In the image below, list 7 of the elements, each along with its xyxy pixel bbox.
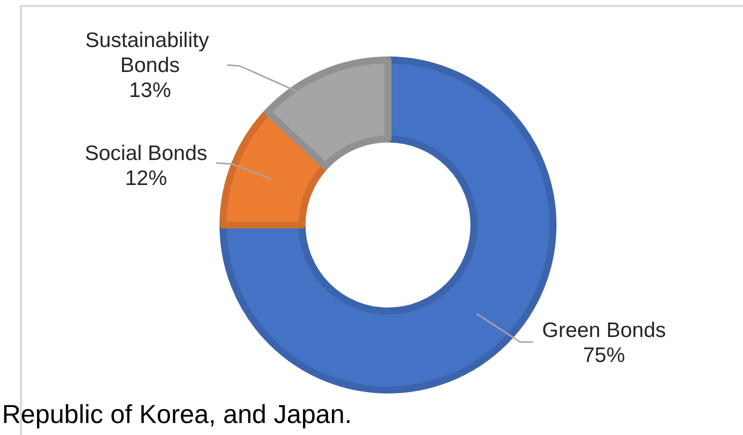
slice-label: Sustainability Bonds [85,29,215,77]
slice-label: Social Bonds [84,142,208,165]
data-label: 75% [582,344,626,367]
slice-label: Green Bonds [542,319,666,342]
data-label: 12% [124,167,168,190]
text: Republic of Korea, and Japan. [2,399,352,429]
data-label: 13% [128,79,172,102]
